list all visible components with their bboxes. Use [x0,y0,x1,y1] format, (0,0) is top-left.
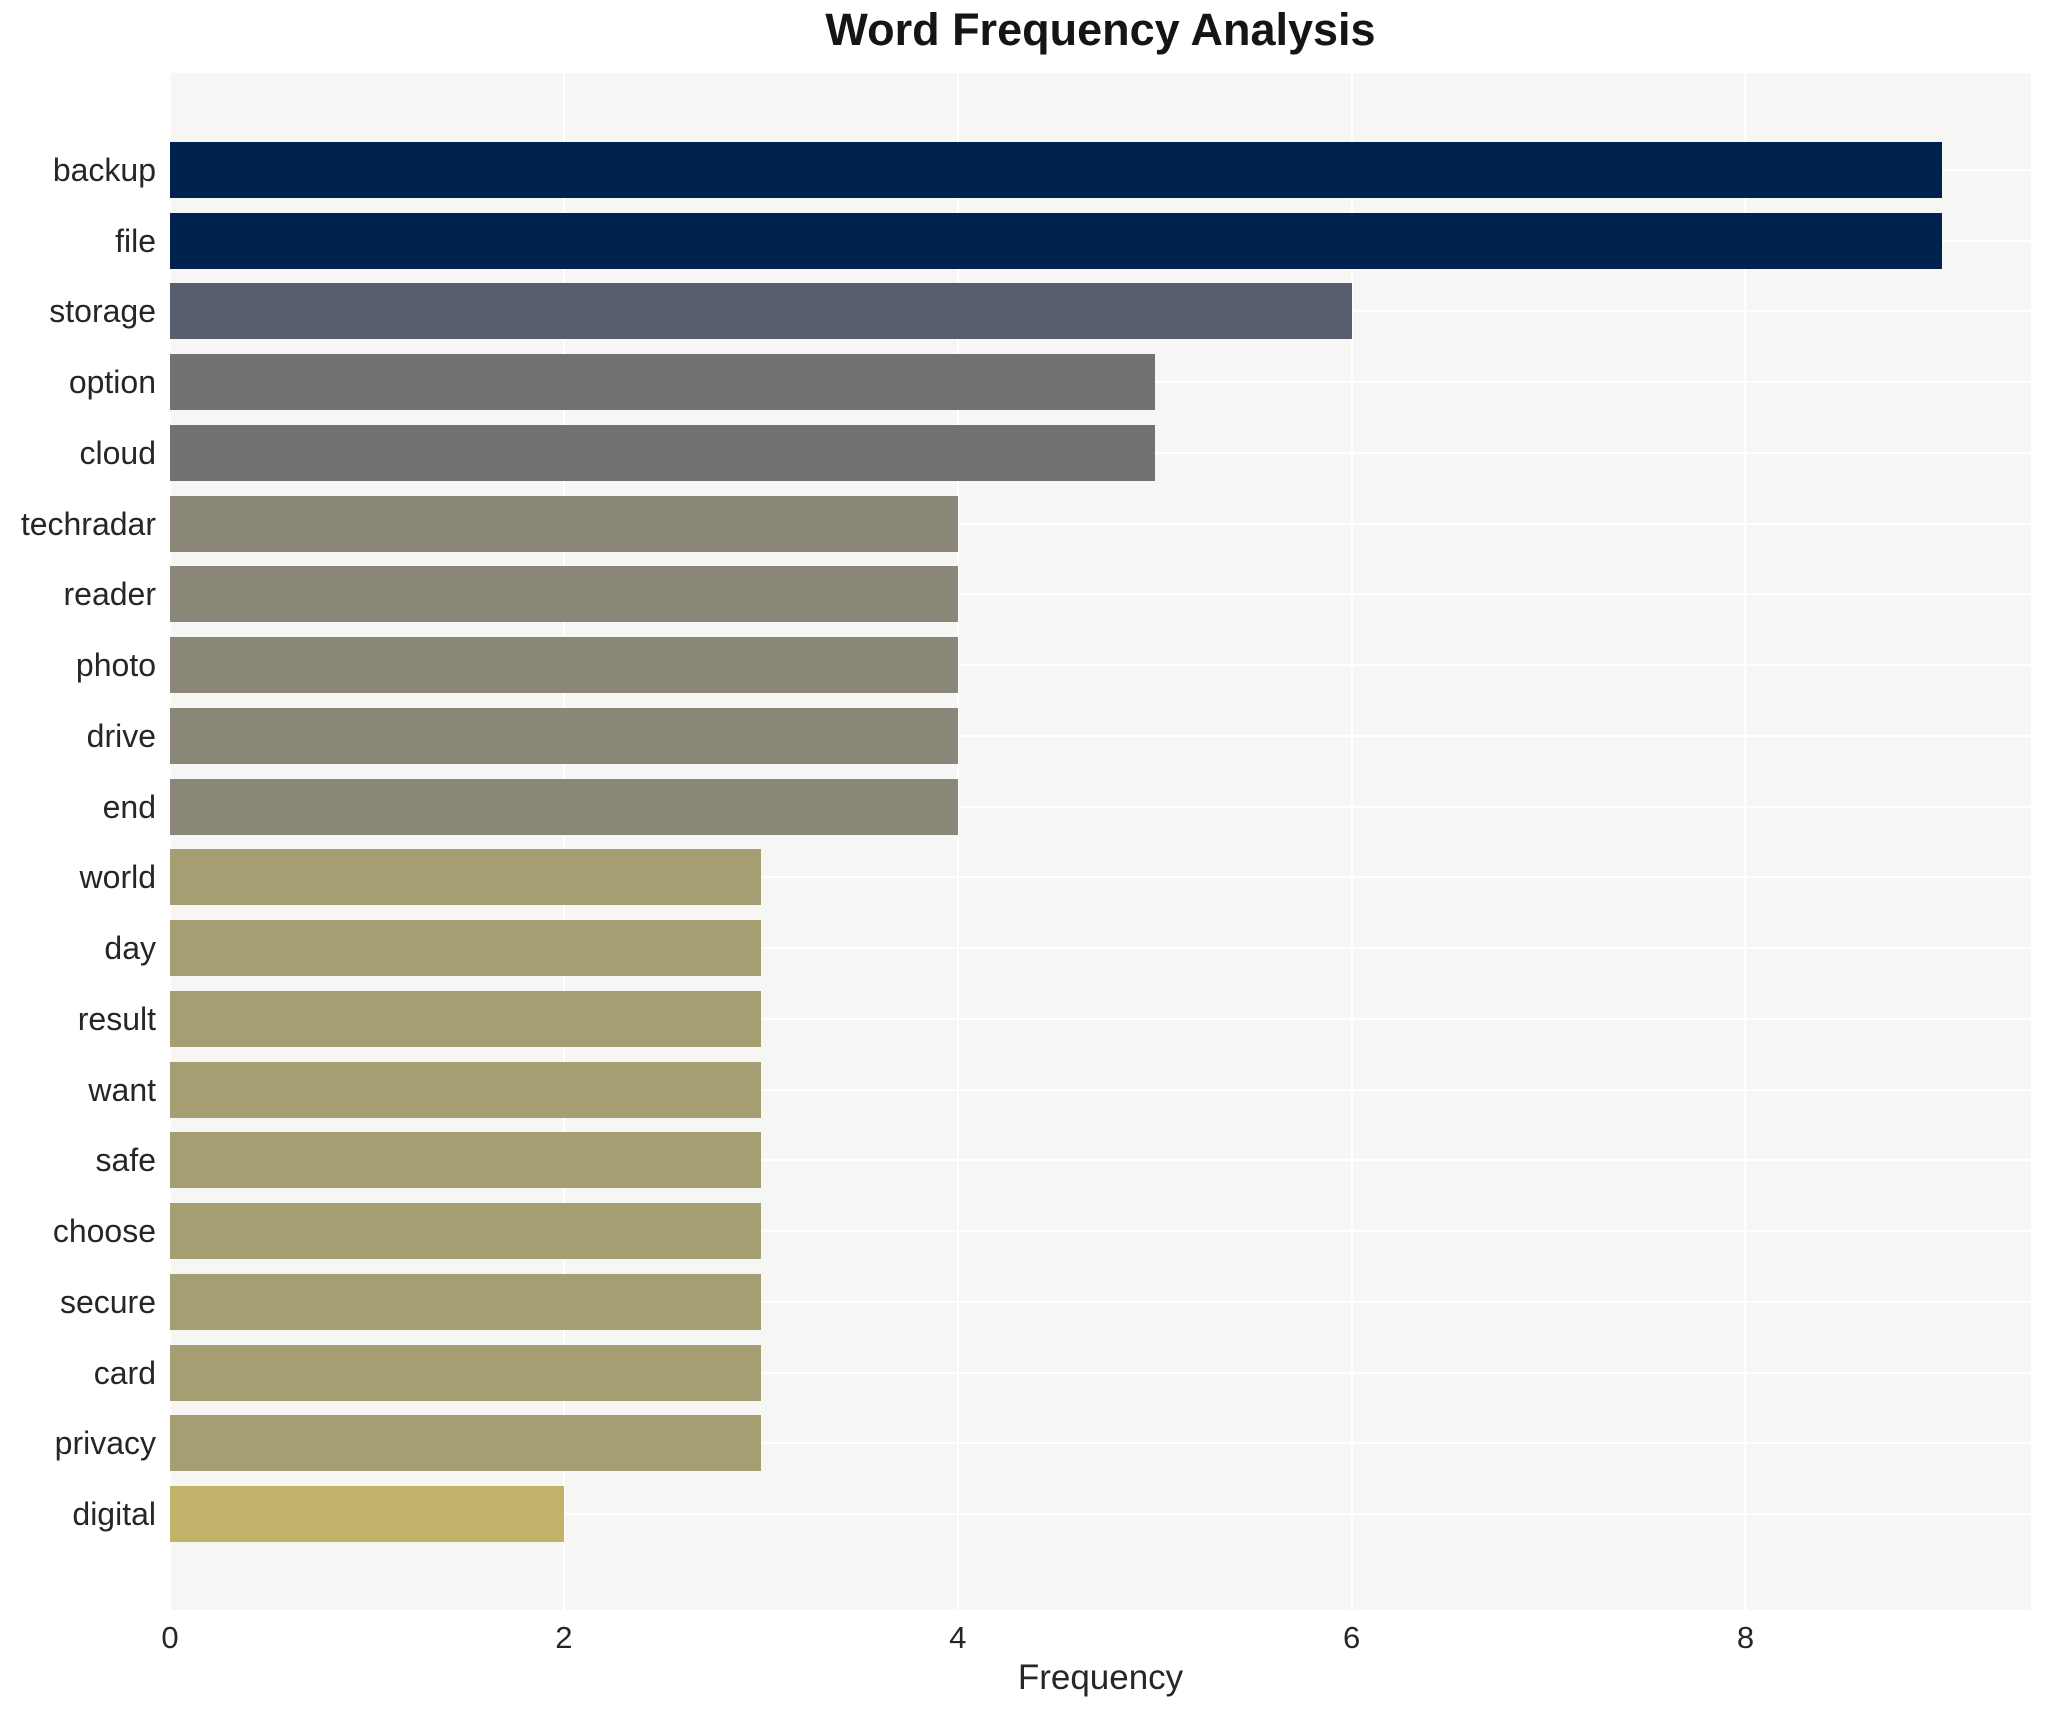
y-tick-label: want [88,1071,156,1108]
bar-file [170,212,1943,269]
gridline-vertical [1744,73,1747,1610]
bar-backup [170,142,1943,198]
y-tick-label: choose [52,1213,156,1250]
gridline-horizontal [170,1088,2031,1091]
bar-day [170,920,761,977]
bar-photo [170,637,958,694]
bar-safe [170,1132,761,1189]
bar-want [170,1061,761,1118]
x-tick-label: 4 [949,1620,967,1655]
bar-world [170,849,761,906]
y-tick-label: option [68,364,156,401]
gridline-horizontal [170,734,2031,737]
bar-reader [170,566,958,623]
bar-cloud [170,424,1155,481]
gridline-horizontal [170,522,2031,525]
y-tick-label: photo [75,647,156,684]
gridline-vertical [562,73,565,1610]
x-tick-label: 0 [161,1620,179,1655]
bar-card [170,1344,761,1401]
gridline-horizontal [170,876,2031,879]
gridline-vertical [169,73,171,1610]
gridline-horizontal [170,1371,2031,1374]
x-tick-label: 8 [1736,1620,1755,1655]
gridline-horizontal [170,593,2031,596]
y-tick-label: storage [49,293,156,330]
y-tick-label: file [115,222,156,259]
y-tick-label: result [77,1000,156,1037]
gridline-vertical [956,73,959,1610]
bar-secure [170,1273,761,1330]
y-tick-label: world [79,859,156,896]
y-tick-label: digital [72,1496,156,1532]
y-tick-label: privacy [54,1425,156,1462]
bar-end [170,778,958,835]
gridline-horizontal [170,1017,2031,1020]
gridline-horizontal [170,1442,2031,1445]
gridline-horizontal [170,1230,2031,1233]
bar-result [170,990,761,1047]
y-tick-label: techradar [20,505,156,542]
y-tick-label: cloud [79,434,157,471]
gridline-horizontal [170,1513,2031,1515]
gridline-horizontal [170,1159,2031,1162]
x-axis-title: Frequency [1017,1658,1184,1697]
gridline-vertical [1350,73,1353,1610]
y-tick-label: backup [52,152,156,188]
plot-area [169,73,2031,1610]
bar-choose [170,1203,761,1260]
y-tick-label: drive [86,717,156,754]
gridline-horizontal [170,947,2031,950]
gridline-horizontal [170,664,2031,667]
y-tick-label: secure [59,1283,156,1320]
bar-storage [170,283,1352,340]
y-tick-label: end [102,788,156,825]
x-tick-label: 6 [1342,1620,1361,1655]
y-tick-label: reader [63,576,157,613]
y-tick-label: safe [95,1142,156,1179]
y-tick-label: card [93,1354,156,1391]
bar-drive [170,707,958,764]
bar-privacy [170,1415,761,1472]
bar-digital [170,1486,564,1542]
bar-techradar [170,495,958,552]
chart-title: Word Frequency Analysis [825,4,1376,55]
y-tick-label: day [104,930,156,967]
gridline-horizontal [170,1300,2031,1303]
gridline-horizontal [170,805,2031,808]
x-tick-label: 2 [555,1620,573,1655]
bar-option [170,354,1155,411]
